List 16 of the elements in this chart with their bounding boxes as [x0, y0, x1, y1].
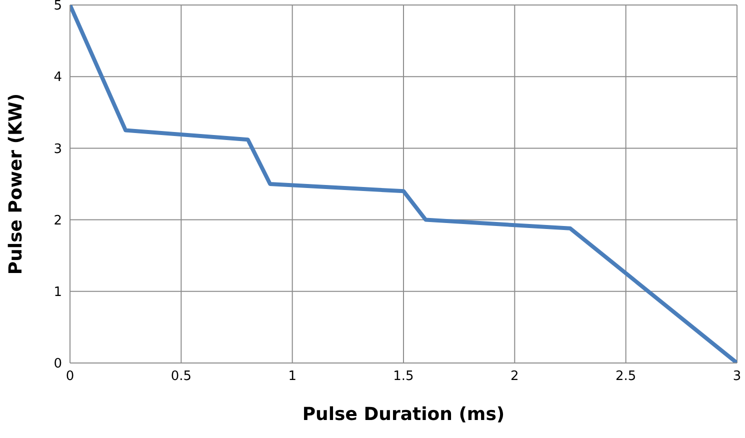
x-tick-label: 2 — [510, 369, 519, 384]
x-tick-label: 2.5 — [615, 369, 636, 384]
line-series — [70, 5, 737, 363]
x-tick-label: 0 — [66, 369, 74, 384]
y-tick-label: 3 — [54, 142, 62, 157]
y-tick-label: 0 — [54, 356, 62, 372]
x-tick-label: 3 — [732, 369, 742, 384]
y-tick-label: 1 — [54, 285, 62, 300]
y-tick-label: 4 — [54, 70, 62, 86]
y-tick-label: 2 — [54, 213, 62, 228]
y-axis-title: Pulse Power (KW) — [5, 93, 26, 275]
x-tick-label: 1.5 — [393, 369, 414, 384]
x-axis-title: Pulse Duration (ms) — [302, 404, 505, 425]
x-tick-label: 0.5 — [170, 369, 192, 384]
x-tick-label: 1 — [288, 369, 296, 384]
y-tick-label: 5 — [54, 0, 62, 14]
